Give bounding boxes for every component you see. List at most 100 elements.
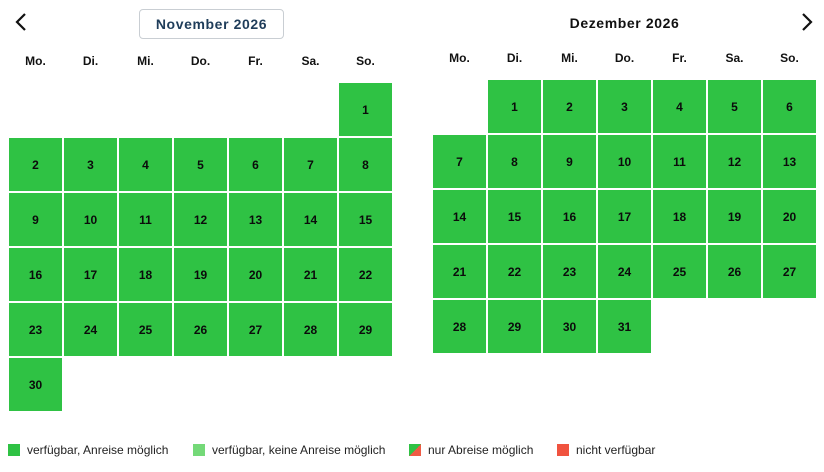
day-cell[interactable]: 25: [118, 302, 173, 357]
next-month-button[interactable]: [793, 8, 821, 36]
day-cell[interactable]: 9: [8, 192, 63, 247]
day-cell[interactable]: 17: [63, 247, 118, 302]
day-cell[interactable]: 4: [652, 79, 707, 134]
day-cell[interactable]: 1: [487, 79, 542, 134]
weekday-label: Fr.: [248, 54, 263, 68]
legend-swatch-departure-only: [409, 444, 421, 456]
day-cell[interactable]: 16: [8, 247, 63, 302]
day-cell[interactable]: 16: [542, 189, 597, 244]
legend-label: verfügbar, keine Anreise möglich: [212, 443, 386, 457]
day-cell[interactable]: 28: [283, 302, 338, 357]
chevron-right-icon: [802, 13, 813, 31]
day-cell[interactable]: 2: [542, 79, 597, 134]
day-cell[interactable]: 26: [173, 302, 228, 357]
legend-item: verfügbar, Anreise möglich: [8, 443, 168, 457]
weekday-header: Mo. Di. Mi. Do. Fr. Sa. So.: [8, 54, 393, 68]
day-cell[interactable]: 18: [118, 247, 173, 302]
weekday-label: Mo.: [449, 51, 470, 65]
weekday-label: Mi.: [137, 54, 154, 68]
day-cell[interactable]: 30: [542, 299, 597, 354]
day-cell[interactable]: 27: [228, 302, 283, 357]
day-cell[interactable]: 5: [707, 79, 762, 134]
day-cell[interactable]: 31: [597, 299, 652, 354]
day-cell[interactable]: 19: [173, 247, 228, 302]
weekday-label: So.: [356, 54, 375, 68]
day-cell[interactable]: 27: [762, 244, 817, 299]
day-cell[interactable]: 4: [118, 137, 173, 192]
legend-swatch-unavailable: [557, 444, 569, 456]
day-cell[interactable]: 13: [762, 134, 817, 189]
day-cell[interactable]: 9: [542, 134, 597, 189]
day-cell[interactable]: 23: [8, 302, 63, 357]
day-cell[interactable]: 6: [228, 137, 283, 192]
empty-cell: [173, 82, 228, 137]
day-cell[interactable]: 21: [432, 244, 487, 299]
legend-item: nicht verfügbar: [557, 443, 655, 457]
weekday-label: Sa.: [725, 51, 744, 65]
day-cell[interactable]: 22: [487, 244, 542, 299]
day-cell[interactable]: 13: [228, 192, 283, 247]
legend-swatch-available-no-arrival: [193, 444, 205, 456]
day-cell[interactable]: 11: [652, 134, 707, 189]
weekday-header: Mo. Di. Mi. Do. Fr. Sa. So.: [432, 51, 817, 65]
day-grid: 1 2 3 4 5 6 7 8 9 10 11 12 13 14 15 16 17 18 19 20 21 22 23 24 2…: [8, 82, 393, 412]
day-cell[interactable]: 5: [173, 137, 228, 192]
legend-label: nicht verfügbar: [576, 443, 656, 457]
day-cell[interactable]: 20: [762, 189, 817, 244]
weekday-label: Do.: [190, 54, 211, 68]
day-cell[interactable]: 12: [173, 192, 228, 247]
day-cell[interactable]: 24: [63, 302, 118, 357]
day-cell[interactable]: 11: [118, 192, 173, 247]
chevron-left-icon: [15, 13, 26, 31]
day-cell[interactable]: 18: [652, 189, 707, 244]
day-cell[interactable]: 3: [597, 79, 652, 134]
day-cell[interactable]: 1: [338, 82, 393, 137]
month-title-button[interactable]: November 2026: [139, 9, 284, 39]
empty-cell: [228, 82, 283, 137]
day-cell[interactable]: 30: [8, 357, 63, 412]
day-cell[interactable]: 20: [228, 247, 283, 302]
empty-cell: [432, 79, 487, 134]
day-cell[interactable]: 8: [487, 134, 542, 189]
day-cell[interactable]: 19: [707, 189, 762, 244]
day-cell[interactable]: 25: [652, 244, 707, 299]
day-cell[interactable]: 7: [283, 137, 338, 192]
month-title: Dezember 2026: [569, 15, 680, 31]
day-cell[interactable]: 29: [487, 299, 542, 354]
day-cell[interactable]: 10: [597, 134, 652, 189]
day-cell[interactable]: 10: [63, 192, 118, 247]
day-cell[interactable]: 21: [283, 247, 338, 302]
weekday-label: Mo.: [25, 54, 46, 68]
day-grid: 1 2 3 4 5 6 7 8 9 10 11 12 13 14 15 16 17 18 19 20 21 22 23 24 2…: [432, 79, 817, 354]
day-cell[interactable]: 15: [338, 192, 393, 247]
weekday-label: Di.: [506, 51, 523, 65]
legend: verfügbar, Anreise möglich verfügbar, ke…: [8, 443, 816, 459]
day-cell[interactable]: 22: [338, 247, 393, 302]
legend-item: verfügbar, keine Anreise möglich: [193, 443, 385, 457]
day-cell[interactable]: 29: [338, 302, 393, 357]
weekday-label: Fr.: [672, 51, 687, 65]
day-cell[interactable]: 2: [8, 137, 63, 192]
day-cell[interactable]: 7: [432, 134, 487, 189]
day-cell[interactable]: 17: [597, 189, 652, 244]
empty-cell: [8, 82, 63, 137]
day-cell[interactable]: 28: [432, 299, 487, 354]
day-cell[interactable]: 23: [542, 244, 597, 299]
day-cell[interactable]: 12: [707, 134, 762, 189]
day-cell[interactable]: 6: [762, 79, 817, 134]
day-cell[interactable]: 3: [63, 137, 118, 192]
day-cell[interactable]: 14: [432, 189, 487, 244]
day-cell[interactable]: 24: [597, 244, 652, 299]
empty-cell: [118, 82, 173, 137]
prev-month-button[interactable]: [7, 8, 35, 36]
day-cell[interactable]: 26: [707, 244, 762, 299]
legend-label: verfügbar, Anreise möglich: [27, 443, 169, 457]
day-cell[interactable]: 15: [487, 189, 542, 244]
legend-swatch-available-arrival: [8, 444, 20, 456]
weekday-label: Do.: [614, 51, 635, 65]
day-cell[interactable]: 14: [283, 192, 338, 247]
day-cell[interactable]: 8: [338, 137, 393, 192]
weekday-label: Mi.: [561, 51, 578, 65]
weekday-label: Sa.: [301, 54, 320, 68]
empty-cell: [63, 82, 118, 137]
